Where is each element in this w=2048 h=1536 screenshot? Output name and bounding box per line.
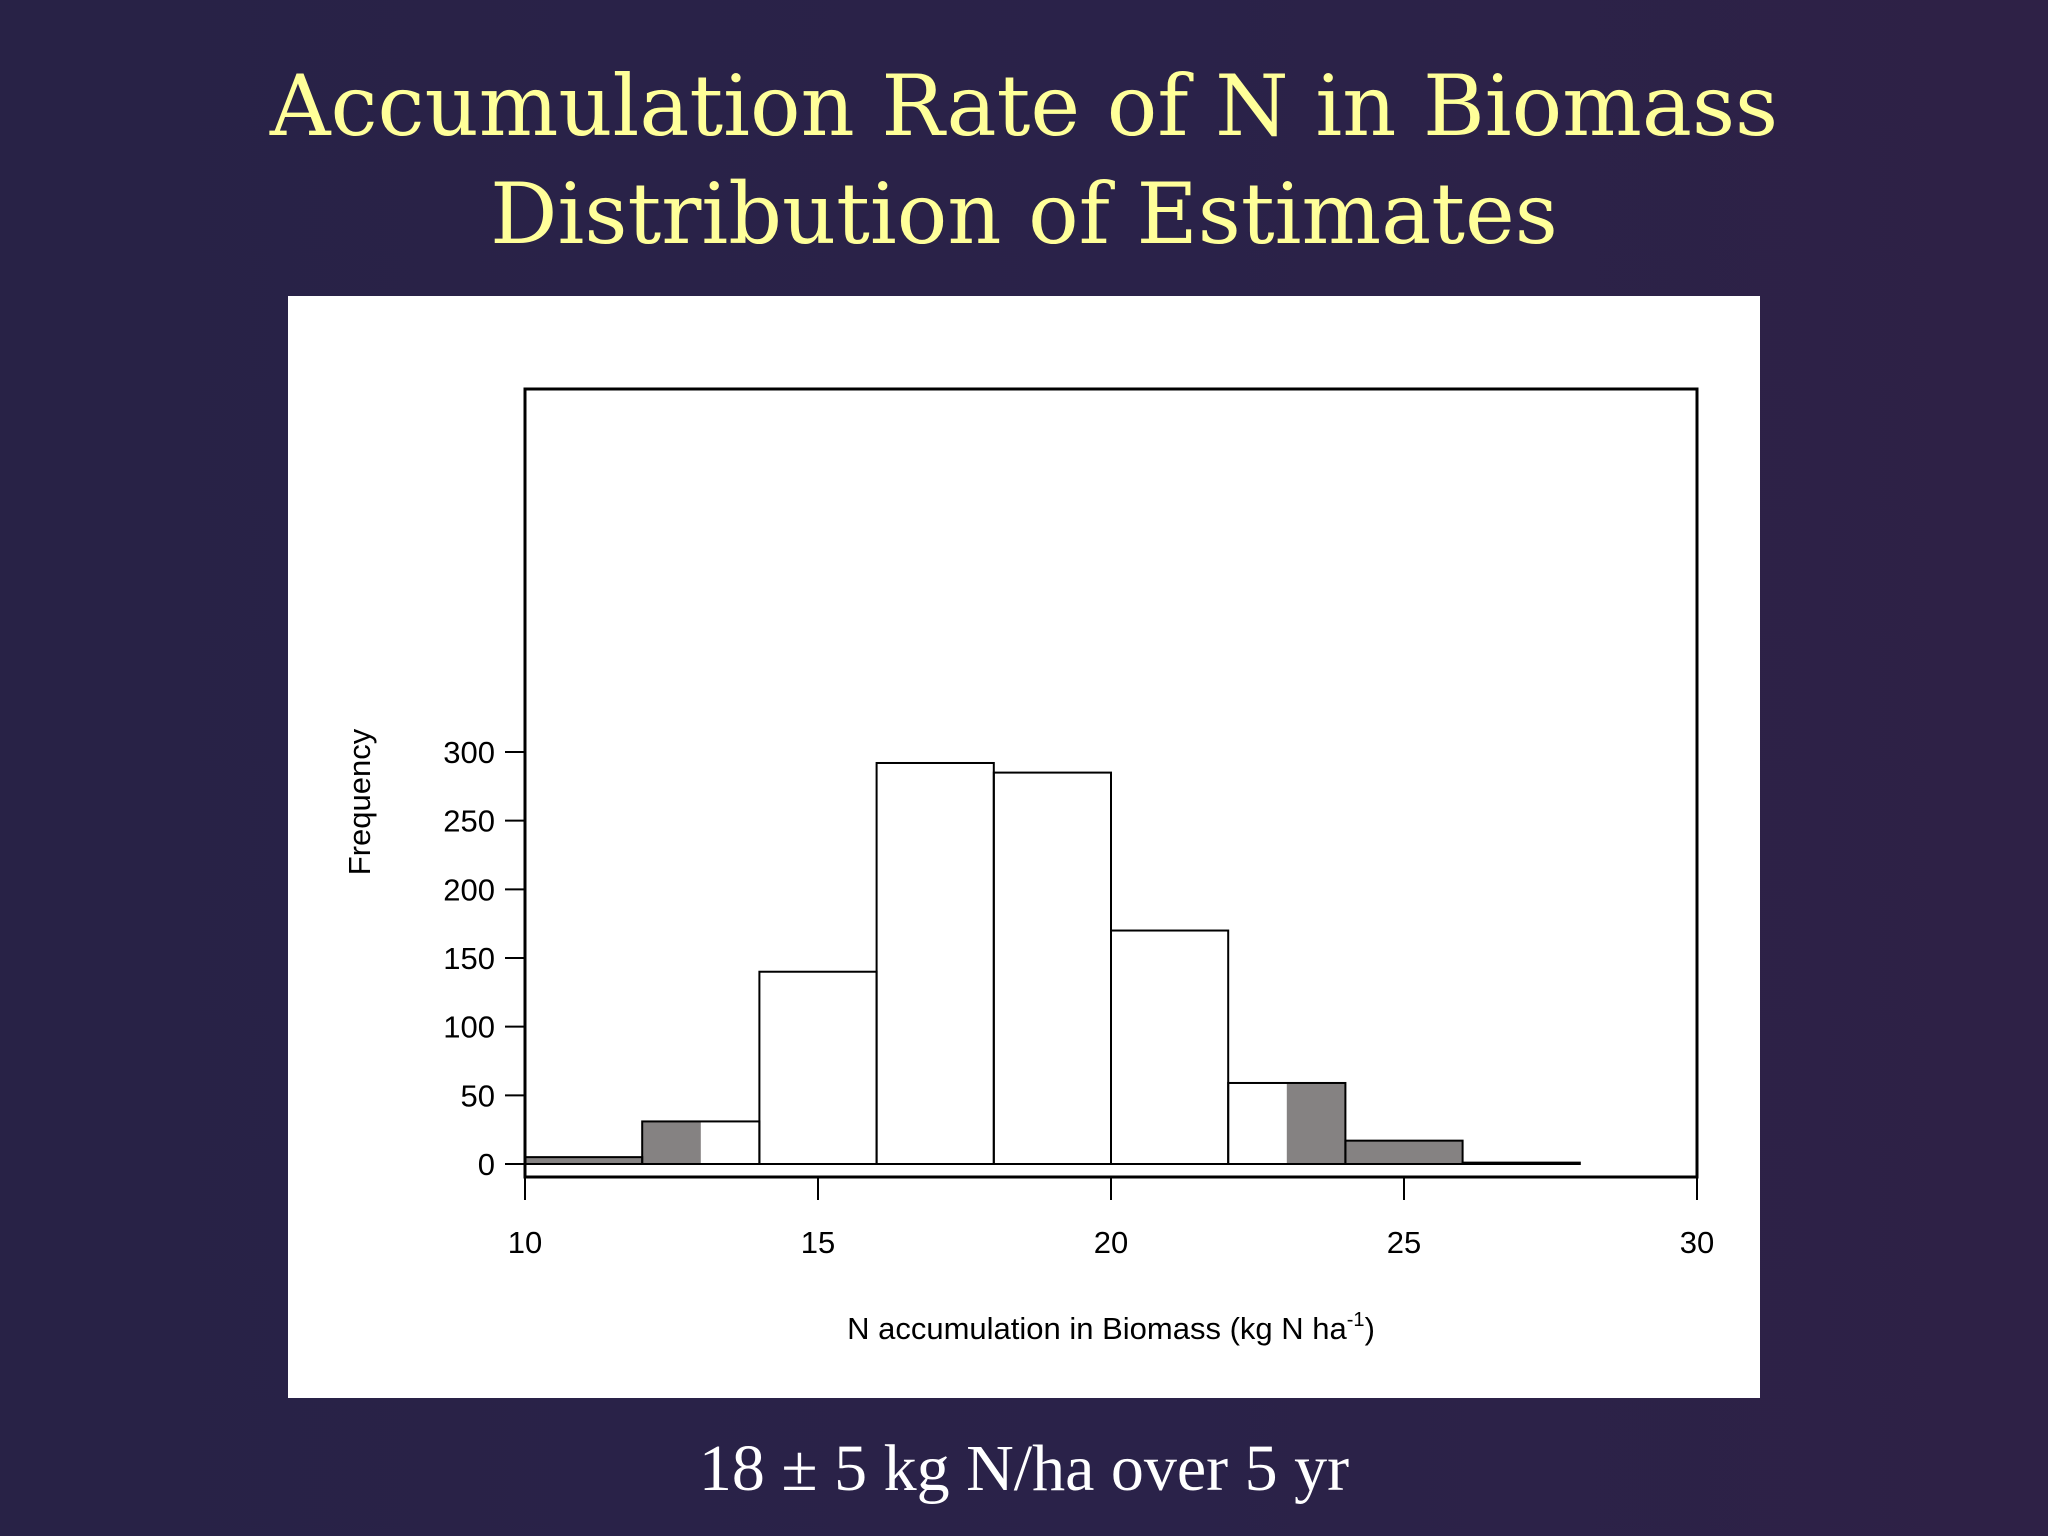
shaded-bar-segment-6-1 <box>1286 1082 1346 1164</box>
histogram-bar-3 <box>876 762 994 1164</box>
histogram-bar-4 <box>993 772 1111 1164</box>
bars-layer <box>525 762 1580 1164</box>
x-axis-label-superscript: -1 <box>1347 1309 1365 1331</box>
y-tick-label-250: 250 <box>443 804 495 839</box>
x-tick-label-30: 30 <box>1680 1225 1714 1260</box>
x-axis-label-suffix: ) <box>1365 1311 1375 1346</box>
x-axis-label: N accumulation in Biomass (kg N ha-1) <box>847 1309 1375 1346</box>
histogram-bar-outline-8 <box>1461 1161 1581 1165</box>
shaded-bar-segment-7-1 <box>1345 1140 1463 1164</box>
y-tick-label-300: 300 <box>443 735 495 770</box>
slide-title-line-1: Accumulation Rate of N in Biomass <box>269 57 1779 155</box>
y-tick-label-0: 0 <box>478 1147 495 1182</box>
histogram-bar-outline-5 <box>1110 929 1230 1165</box>
histogram-bar-2 <box>759 971 877 1164</box>
slide-footer-summary: 18 ± 5 kg N/ha over 5 yr <box>698 1432 1350 1505</box>
x-tick-label-10: 10 <box>508 1225 542 1260</box>
y-tick-label-50: 50 <box>461 1078 495 1113</box>
shaded-bar-segment-1-0 <box>642 1121 701 1164</box>
y-tick-label-150: 150 <box>443 941 495 976</box>
y-axis-label: Frequency <box>342 728 377 875</box>
x-tick-label-15: 15 <box>801 1225 835 1260</box>
y-axis: 0 50 100 150 200 250 300 <box>443 735 525 1182</box>
bar-outline-layer <box>524 761 1581 1166</box>
shaded-bar-segment-0-0 <box>525 1157 643 1164</box>
y-tick-label-200: 200 <box>443 872 495 907</box>
slide-title-line-2: Distribution of Estimates <box>490 165 1558 263</box>
histogram-bar-outline-7 <box>1344 1139 1464 1165</box>
y-tick-label-100: 100 <box>443 1010 495 1045</box>
x-axis: 10 15 20 25 30 <box>508 1177 1714 1260</box>
x-tick-label-20: 20 <box>1094 1225 1128 1260</box>
x-axis-label-main: N accumulation in Biomass (kg N ha <box>847 1311 1347 1346</box>
x-tick-label-25: 25 <box>1387 1225 1421 1260</box>
histogram-bar-5 <box>1111 930 1229 1164</box>
chart-panel: 0 50 100 150 200 250 300 10 15 20 25 30 Frequency … <box>288 296 1760 1398</box>
shaded-tail-layer <box>525 1082 1580 1164</box>
histogram-bar-outline-6 <box>1227 1081 1347 1165</box>
